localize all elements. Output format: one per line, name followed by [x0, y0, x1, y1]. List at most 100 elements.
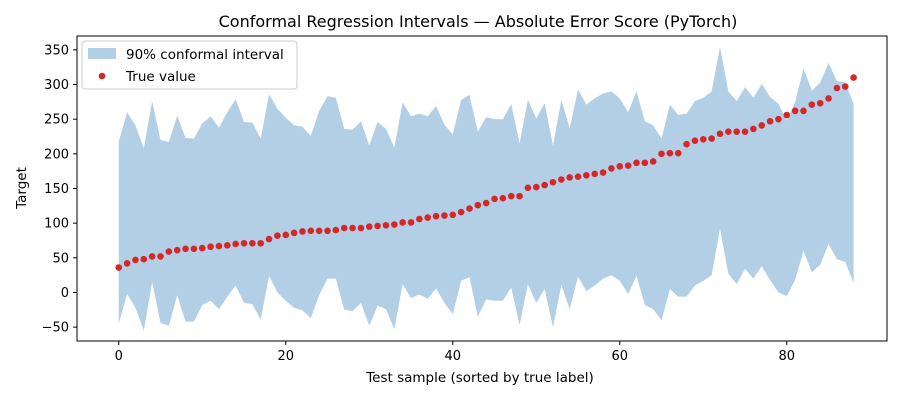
interval-band: [118, 47, 854, 331]
true-value-point: [716, 130, 724, 138]
true-value-point: [499, 194, 507, 202]
true-value-point: [198, 244, 206, 252]
true-value-point: [307, 227, 315, 235]
true-value-point: [532, 183, 540, 191]
true-value-point: [766, 117, 774, 125]
true-value-point: [633, 159, 640, 167]
true-value-point: [382, 221, 390, 229]
legend-swatch-interval: [88, 48, 116, 59]
true-value-point: [399, 219, 406, 226]
true-value-point: [290, 229, 298, 237]
true-value-point: [407, 219, 415, 226]
x-tick-label: 80: [779, 349, 796, 364]
true-value-point: [666, 149, 674, 157]
true-value-point: [641, 159, 649, 167]
true-value-point: [758, 122, 766, 129]
true-value-point: [825, 95, 832, 102]
true-value-point: [699, 135, 707, 143]
y-tick-label: 50: [52, 251, 69, 266]
y-tick-label: 350: [44, 43, 69, 58]
y-tick-label: 0: [61, 286, 69, 301]
true-value-point: [416, 215, 423, 223]
true-value-point: [850, 74, 857, 81]
true-value-point: [148, 253, 156, 260]
true-value-point: [190, 245, 198, 253]
true-value-point: [173, 246, 181, 254]
true-value-point: [574, 173, 582, 181]
true-value-point: [207, 243, 214, 251]
true-value-point: [432, 212, 440, 220]
true-value-point: [441, 212, 448, 219]
x-axis-label: Test sample (sorted by true label): [365, 370, 594, 386]
true-value-point: [123, 260, 131, 267]
true-value-point: [240, 239, 248, 247]
true-value-point: [507, 192, 515, 200]
true-value-point: [566, 174, 573, 181]
true-value-point: [583, 172, 590, 179]
true-value-point: [357, 224, 365, 232]
true-value-point: [558, 176, 565, 183]
y-tick-label: −50: [42, 321, 69, 336]
x-tick-label: 60: [612, 349, 629, 364]
y-axis-label: Target: [14, 167, 30, 210]
true-value-point: [265, 235, 273, 243]
true-value-point: [365, 223, 373, 230]
true-value-point: [466, 205, 473, 212]
true-value-point: [733, 128, 740, 135]
true-value-point: [215, 242, 223, 250]
true-value-point: [591, 170, 599, 178]
true-value-point: [491, 195, 498, 203]
true-value-point: [624, 162, 632, 169]
true-value-point: [132, 256, 139, 264]
true-value-point: [800, 107, 807, 115]
true-value-point: [783, 111, 791, 119]
true-value-point: [816, 99, 824, 107]
true-value-point: [549, 178, 557, 186]
true-value-point: [691, 137, 699, 144]
legend-label-true-value: True value: [125, 69, 196, 85]
x-tick-label: 40: [444, 349, 461, 364]
y-tick-label: 200: [44, 147, 69, 162]
true-value-point: [424, 214, 432, 221]
true-value-point: [224, 242, 231, 249]
true-value-point: [449, 211, 457, 219]
true-value-point: [257, 239, 265, 247]
y-axis: −50 0 50 100 150 200 250 300 350: [42, 43, 77, 336]
y-tick-label: 100: [44, 217, 69, 232]
true-value-point: [324, 227, 331, 235]
x-axis: 0 20 40 60 80: [115, 341, 795, 364]
true-value-point: [791, 107, 799, 115]
true-value-point: [232, 240, 239, 248]
true-value-point: [541, 181, 548, 189]
true-value-point: [299, 228, 306, 235]
true-value-point: [683, 140, 690, 148]
legend-marker-true-value: [98, 72, 106, 80]
legend-box: [81, 40, 298, 90]
true-value-point: [457, 208, 465, 216]
true-value-point: [474, 201, 482, 209]
true-value-point: [157, 253, 164, 260]
true-value-point: [332, 226, 340, 234]
plot-area: [115, 47, 857, 331]
true-value-point: [649, 158, 657, 165]
true-value-point: [750, 125, 757, 133]
x-tick-label: 0: [115, 349, 123, 364]
true-value-point: [140, 255, 148, 263]
true-value-point: [599, 169, 607, 176]
true-value-point: [725, 128, 732, 135]
x-tick-label: 20: [277, 349, 294, 364]
true-value-point: [708, 135, 715, 142]
true-value-point: [349, 224, 356, 232]
y-tick-label: 300: [44, 78, 69, 93]
legend: 90% conformal interval True value: [81, 40, 298, 90]
true-value-point: [674, 149, 682, 157]
true-value-point: [391, 221, 398, 228]
legend-label-interval: 90% conformal interval: [126, 47, 284, 63]
y-tick-label: 250: [44, 113, 69, 128]
true-value-point: [741, 128, 749, 135]
true-value-point: [608, 165, 615, 172]
true-value-point: [374, 222, 381, 230]
true-value-point: [616, 163, 624, 170]
true-value-point: [274, 232, 281, 239]
